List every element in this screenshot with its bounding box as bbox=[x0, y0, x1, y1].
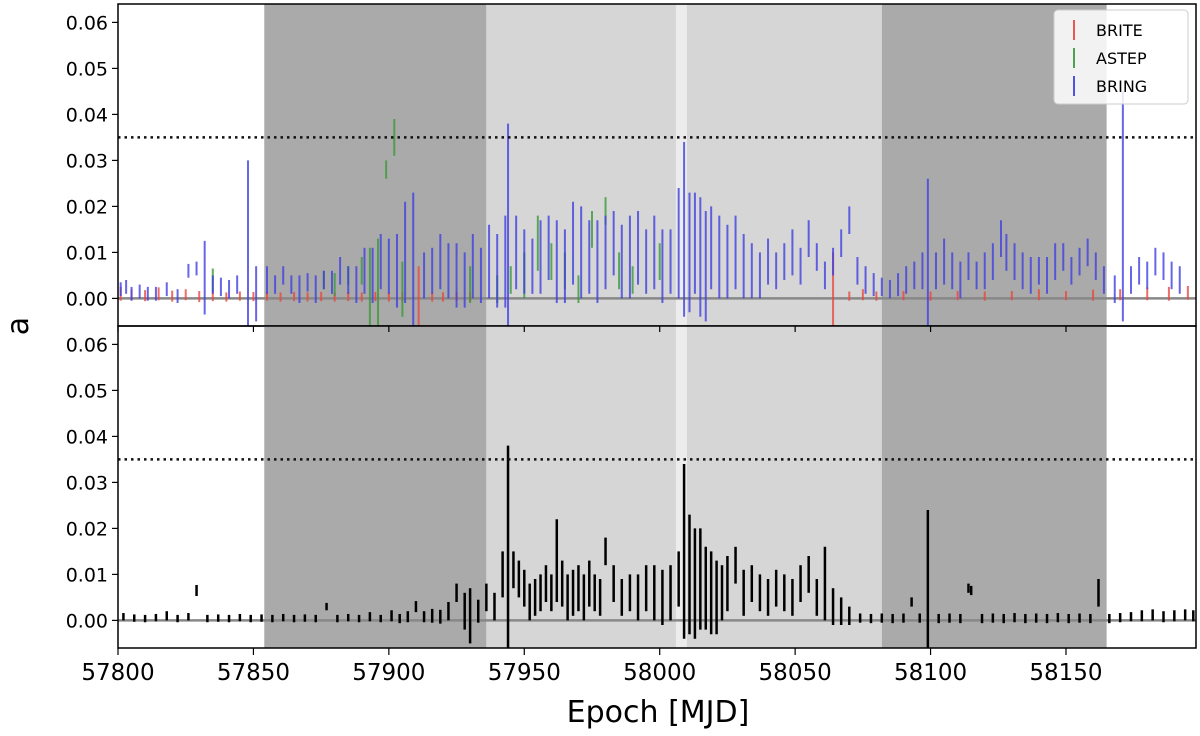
x-tick-label: 58100 bbox=[894, 660, 967, 686]
bottom-plot-area bbox=[118, 326, 1196, 648]
y-tick-label: 0.02 bbox=[66, 518, 108, 540]
legend-entry: BRITE bbox=[1096, 21, 1143, 40]
y-tick-label: 0.04 bbox=[66, 426, 108, 448]
shaded-region-dark bbox=[264, 326, 487, 648]
y-tick-label: 0.01 bbox=[66, 242, 108, 264]
bottom-panel: 0.00 0.01 0.02 0.03 0.04 0.05 0.06 bbox=[66, 325, 1197, 649]
y-tick-label: 0.00 bbox=[66, 288, 108, 310]
x-tick-label: 57800 bbox=[81, 660, 154, 686]
x-tick-label: 57900 bbox=[352, 660, 425, 686]
series-astep bbox=[211, 119, 661, 326]
legend-entry: BRING bbox=[1096, 77, 1147, 96]
x-axis-tick-labels: 57800 57850 57900 57950 58000 58050 58100 58150 bbox=[81, 326, 1103, 686]
y-axis-label: a bbox=[1, 317, 36, 335]
x-tick-label: 57950 bbox=[488, 660, 561, 686]
y-tick-label: 0.06 bbox=[66, 12, 108, 34]
y-tick-label: 0.04 bbox=[66, 104, 108, 126]
top-plot-area bbox=[118, 4, 1196, 326]
y-tick-label: 0.05 bbox=[66, 58, 108, 80]
y-tick-label: 0.02 bbox=[66, 196, 108, 218]
series-combined bbox=[122, 445, 1195, 648]
y-tick-label: 0.00 bbox=[66, 610, 108, 632]
y-tick-label: 0.01 bbox=[66, 564, 108, 586]
shaded-region-dark bbox=[881, 326, 1107, 648]
bottom-frame bbox=[117, 325, 1197, 649]
x-axis-label: Epoch [MJD] bbox=[567, 695, 750, 730]
legend: BRITE ASTEP BRING bbox=[1053, 9, 1189, 105]
x-tick-label: 58150 bbox=[1029, 660, 1102, 686]
series-bring bbox=[119, 91, 1181, 326]
y-tick-label: 0.03 bbox=[66, 472, 108, 494]
y-tick-label: 0.03 bbox=[66, 150, 108, 172]
legend-entry: ASTEP bbox=[1096, 49, 1147, 68]
shaded-region-dark bbox=[264, 4, 487, 326]
y-tick-label: 0.06 bbox=[66, 334, 108, 356]
shaded-region-light bbox=[486, 326, 676, 648]
top-panel: 0.00 0.01 0.02 0.03 0.04 0.05 0.06 bbox=[66, 3, 1197, 327]
shaded-region-lightest bbox=[675, 326, 687, 648]
shaded-region-lightest bbox=[675, 4, 687, 326]
x-tick-label: 58000 bbox=[623, 660, 696, 686]
legend-box bbox=[1053, 9, 1189, 105]
x-tick-label: 58050 bbox=[759, 660, 832, 686]
y-tick-label: 0.05 bbox=[66, 380, 108, 402]
x-tick-label: 57850 bbox=[217, 660, 290, 686]
